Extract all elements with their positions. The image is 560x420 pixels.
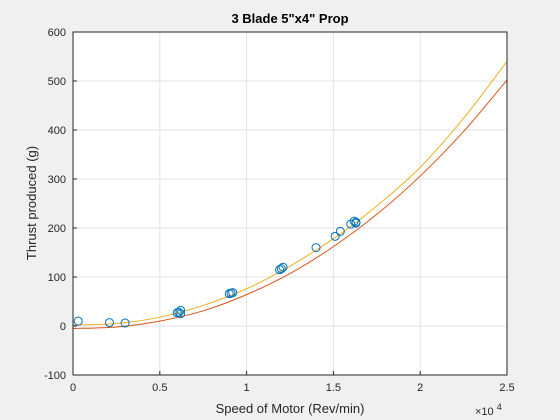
- fit-curves: [72, 61, 508, 329]
- x-tick-label: 1.5: [326, 382, 341, 394]
- x-tick-label: 0.5: [152, 382, 167, 394]
- y-tick-label: 600: [48, 27, 66, 39]
- y-tick-label: 400: [48, 125, 66, 137]
- fit-curve-1: [72, 61, 508, 326]
- x-tick-label: 2: [417, 382, 423, 394]
- data-point: [176, 309, 186, 319]
- y-axis-label: Thrust produced (g): [24, 146, 39, 260]
- data-point: [278, 262, 288, 272]
- data-markers: [73, 216, 361, 328]
- y-tick-label: 100: [48, 272, 66, 284]
- x-multiplier-base: ×10: [475, 406, 494, 418]
- y-tick-label: 500: [48, 76, 66, 88]
- y-tick-label: 300: [48, 174, 66, 186]
- plot-area: [73, 32, 507, 375]
- data-point: [176, 305, 186, 315]
- x-multiplier-exponent: 4: [497, 402, 502, 412]
- x-tick-label: 0: [70, 382, 76, 394]
- y-tick-label: 200: [48, 223, 66, 235]
- data-point: [104, 318, 114, 328]
- x-axis-multiplier: ×10 4: [475, 402, 502, 418]
- data-point: [120, 318, 130, 328]
- data-point: [349, 216, 359, 226]
- data-point: [174, 307, 184, 317]
- axes-box: [72, 31, 508, 376]
- data-point: [73, 316, 83, 326]
- axis-ticks: 0 0.5 1 1.5 2 2.5 -100 0 100 200 300 400 500 600: [44, 27, 515, 394]
- data-point: [330, 231, 340, 241]
- data-point: [351, 217, 361, 227]
- x-tick-label: 2.5: [499, 382, 514, 394]
- data-point: [311, 243, 321, 253]
- data-point: [276, 264, 286, 274]
- chart-title: 3 Blade 5"x4" Prop: [231, 11, 348, 26]
- y-tick-label: -100: [44, 370, 66, 382]
- data-point: [228, 288, 238, 298]
- data-point: [335, 226, 345, 236]
- x-tick-label: 1: [244, 382, 250, 394]
- x-axis-label: Speed of Motor (Rev/min): [216, 401, 365, 416]
- fit-curve-2: [72, 79, 508, 329]
- y-tick-label: 0: [60, 321, 66, 333]
